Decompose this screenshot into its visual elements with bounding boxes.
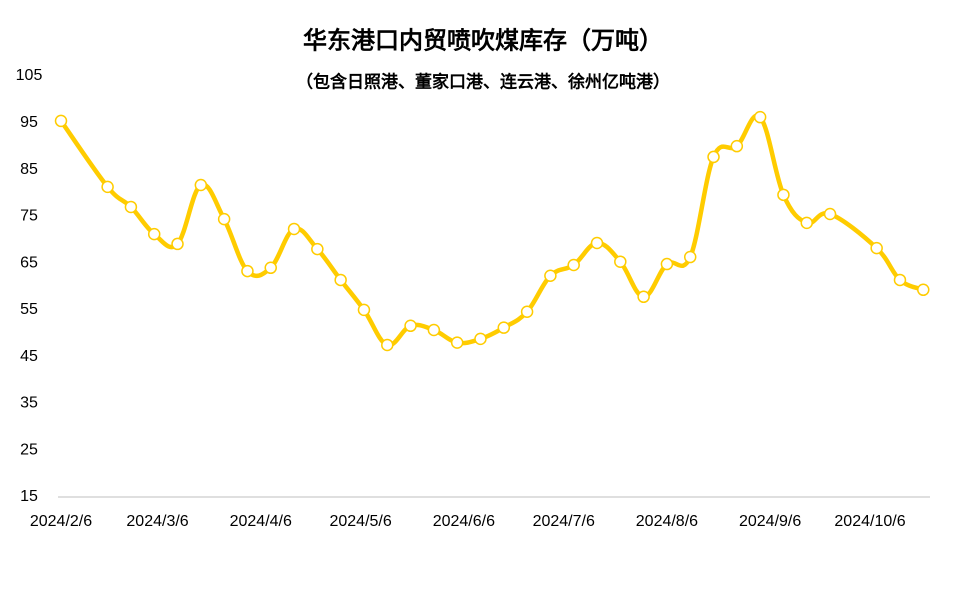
data-point bbox=[567, 258, 580, 272]
data-point bbox=[590, 236, 604, 250]
data-point bbox=[520, 305, 534, 319]
data-point bbox=[800, 216, 813, 230]
data-point bbox=[474, 332, 487, 346]
data-point bbox=[730, 139, 744, 153]
data-point bbox=[287, 222, 301, 236]
chart-title: 华东港口内贸喷吹煤库存（万吨） bbox=[303, 26, 663, 54]
x-tick-label: 2024/10/6 bbox=[834, 513, 905, 530]
chart-subtitle: （包含日照港、董家口港、连云港、徐州亿吨港） bbox=[296, 71, 670, 91]
y-tick-label: 85 bbox=[20, 161, 38, 178]
data-point bbox=[124, 200, 138, 214]
x-tick-label: 2024/5/6 bbox=[329, 513, 391, 530]
data-point bbox=[753, 110, 767, 124]
data-point bbox=[217, 212, 231, 226]
y-tick-label: 35 bbox=[20, 395, 38, 412]
series-line bbox=[59, 113, 925, 348]
x-tick-label: 2024/4/6 bbox=[230, 513, 292, 530]
data-point bbox=[171, 237, 184, 251]
data-point bbox=[101, 180, 114, 194]
data-point bbox=[357, 303, 371, 317]
y-tick-label: 55 bbox=[20, 301, 38, 318]
data-point bbox=[683, 250, 697, 264]
data-point bbox=[777, 188, 790, 202]
x-tick-label: 2024/2/6 bbox=[30, 513, 92, 530]
data-point bbox=[544, 269, 557, 282]
data-point bbox=[147, 227, 161, 241]
data-point bbox=[450, 336, 464, 349]
y-tick-label: 45 bbox=[20, 348, 38, 365]
data-point bbox=[707, 150, 720, 164]
data-point bbox=[427, 323, 441, 337]
data-point bbox=[241, 264, 254, 278]
x-tick-label: 2024/8/6 bbox=[636, 513, 698, 530]
data-point bbox=[660, 257, 674, 271]
data-point bbox=[54, 114, 68, 128]
y-tick-label: 105 bbox=[16, 67, 43, 84]
data-point bbox=[870, 241, 883, 255]
data-point bbox=[194, 178, 208, 192]
data-point bbox=[381, 338, 394, 352]
data-point bbox=[334, 273, 347, 287]
data-point bbox=[404, 319, 417, 333]
y-tick-label: 15 bbox=[20, 488, 38, 505]
y-tick-label: 65 bbox=[20, 254, 38, 271]
data-point bbox=[637, 290, 650, 304]
x-tick-label: 2024/3/6 bbox=[126, 513, 188, 530]
data-point bbox=[917, 283, 930, 297]
x-tick-label: 2024/6/6 bbox=[433, 513, 495, 530]
data-point bbox=[614, 255, 627, 268]
x-tick-label: 2024/9/6 bbox=[739, 513, 801, 530]
data-point bbox=[893, 273, 907, 287]
y-tick-label: 95 bbox=[20, 114, 38, 131]
data-point bbox=[311, 242, 324, 256]
data-point bbox=[823, 207, 837, 221]
data-point bbox=[264, 261, 277, 275]
data-point bbox=[497, 321, 511, 334]
y-tick-label: 75 bbox=[20, 208, 38, 225]
y-tick-label: 25 bbox=[20, 441, 38, 458]
x-tick-label: 2024/7/6 bbox=[533, 513, 595, 530]
